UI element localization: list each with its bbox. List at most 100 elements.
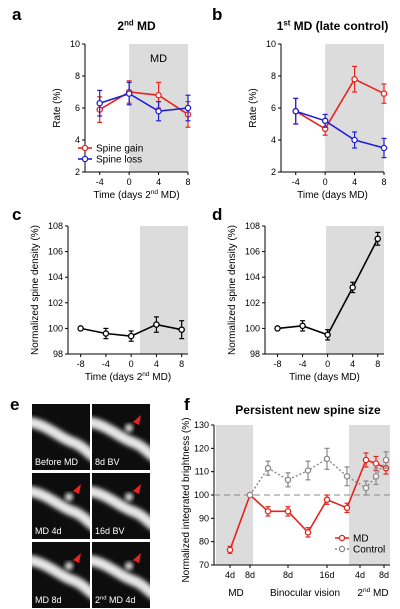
x-tick-label: 4d — [355, 570, 365, 580]
image-caption: Before MD — [35, 457, 79, 467]
arrowhead-icon — [133, 484, 141, 494]
series-line-control — [249, 457, 387, 496]
y-tick-label: 98 — [250, 349, 260, 359]
legend-label: MD — [353, 534, 369, 545]
y-tick-label: 80 — [199, 537, 209, 547]
y-tick-label: 98 — [53, 349, 63, 359]
x-axis-label-part: MD) — [158, 190, 180, 201]
x-group-label-part: MD — [370, 588, 388, 599]
panel-letter-e: e — [10, 395, 19, 414]
x-axis-label: Time (days MD) — [289, 372, 360, 383]
x-tick-label: 0 — [127, 177, 132, 187]
y-tick-label: 108 — [245, 221, 260, 231]
y-tick-label: 100 — [48, 323, 63, 333]
data-point — [351, 136, 358, 144]
x-group-label: MD — [228, 588, 244, 599]
data-point — [127, 332, 135, 340]
y-tick-label: 4 — [271, 135, 276, 145]
y-tick-label: 6 — [271, 103, 276, 113]
x-tick-label: 0 — [129, 359, 134, 369]
dendrite-group — [32, 486, 90, 530]
panel-title-part: 1 — [277, 19, 284, 33]
dendrite-core — [92, 420, 150, 458]
image-caption: 16d BV — [95, 526, 125, 536]
image-caption-part: MD 4d — [107, 595, 136, 605]
image-caption-superscript: nd — [100, 596, 107, 602]
thumbnail-image: 8d BV — [92, 404, 150, 470]
y-tick-label: 110 — [195, 467, 209, 477]
x-tick-label: -4 — [96, 177, 104, 187]
x-tick-label: 0 — [325, 359, 330, 369]
dendrite-group — [92, 555, 150, 599]
series-line-spine-gain — [99, 91, 189, 116]
data-point — [292, 107, 299, 115]
panel-title: 2nd MD — [117, 18, 156, 33]
y-tick-label: 104 — [48, 272, 63, 282]
y-tick-label: 100 — [194, 490, 209, 500]
data-point — [284, 508, 292, 515]
arrowhead-icon — [73, 484, 81, 494]
x-axis-label-superscript: nd — [151, 189, 159, 196]
y-axis-label: Normalized integrated brightness (%) — [181, 417, 192, 582]
data-point — [155, 91, 162, 99]
x-tick-label: 8 — [185, 177, 190, 187]
series-line-md — [229, 458, 387, 551]
shade-label: MD — [150, 53, 167, 65]
data-point — [178, 326, 185, 333]
dendrite-core — [92, 558, 150, 596]
panel-title-part: MD — [134, 19, 156, 33]
data-point — [274, 325, 281, 332]
panel-d: -8 -4 0 4 8 98 100 102 104 106 108 Time (days MD) No… — [227, 221, 384, 383]
spine-head — [65, 562, 73, 570]
data-point — [351, 75, 358, 83]
y-tick-label: 2 — [271, 167, 276, 177]
x-tick-label: -4 — [102, 359, 110, 369]
x-axis-label-part: Time (days 2 — [93, 190, 151, 201]
y-tick-label: 10 — [266, 39, 276, 49]
y-tick-label: 6 — [75, 103, 80, 113]
data-point — [382, 456, 390, 464]
panel-title-part: 2 — [117, 19, 124, 33]
x-axis-label-superscript: nd — [142, 371, 150, 378]
image-caption-part: 2 — [95, 595, 100, 605]
legend-label: Spine loss — [96, 155, 142, 166]
spine-head — [125, 493, 133, 501]
x-tick-label: 16d — [319, 570, 334, 580]
panel-letter-a: a — [12, 5, 22, 24]
y-axis-label: Rate (%) — [52, 88, 63, 127]
x-tick-label: 8d — [245, 570, 255, 580]
panel-title-part: MD (late control) — [290, 19, 388, 33]
data-point — [264, 464, 272, 472]
panel-letter-d: d — [212, 205, 222, 224]
data-point — [323, 455, 331, 463]
data-point — [380, 144, 388, 152]
x-tick-label: 4 — [352, 177, 357, 187]
panel-b: -4 0 4 8 2 4 6 8 10 Time (days MD) Rate (%) 1st MD … — [248, 18, 388, 201]
x-axis-label: Time (days 2nd MD) — [93, 189, 179, 201]
x-tick-label: 8 — [179, 359, 184, 369]
data-point — [380, 90, 388, 97]
x-group-label: 2nd MD — [357, 587, 388, 599]
x-axis-label: Time (days MD) — [297, 190, 368, 201]
dendrite-core — [32, 420, 90, 458]
x-tick-label: 4 — [350, 359, 355, 369]
shaded-md-region — [140, 226, 188, 354]
legend-label: Spine gain — [96, 144, 143, 155]
x-tick-label: 8 — [375, 359, 380, 369]
image-caption: MD 4d — [35, 526, 62, 536]
image-caption: MD 8d — [35, 595, 62, 605]
x-tick-label: 4 — [156, 177, 161, 187]
x-tick-label: -4 — [292, 177, 300, 187]
data-point — [125, 90, 133, 97]
y-tick-label: 10 — [70, 39, 80, 49]
x-tick-label: 8 — [381, 177, 386, 187]
dendrite-group — [92, 417, 150, 461]
panel-letter-c: c — [12, 205, 21, 224]
x-axis-label-part: Time (days 2 — [85, 372, 143, 383]
y-axis-label: Normalized spine density (%) — [30, 225, 41, 355]
data-point — [343, 504, 351, 512]
data-point — [362, 456, 370, 464]
y-tick-label: 120 — [194, 443, 209, 453]
y-tick-label: 130 — [194, 420, 209, 430]
